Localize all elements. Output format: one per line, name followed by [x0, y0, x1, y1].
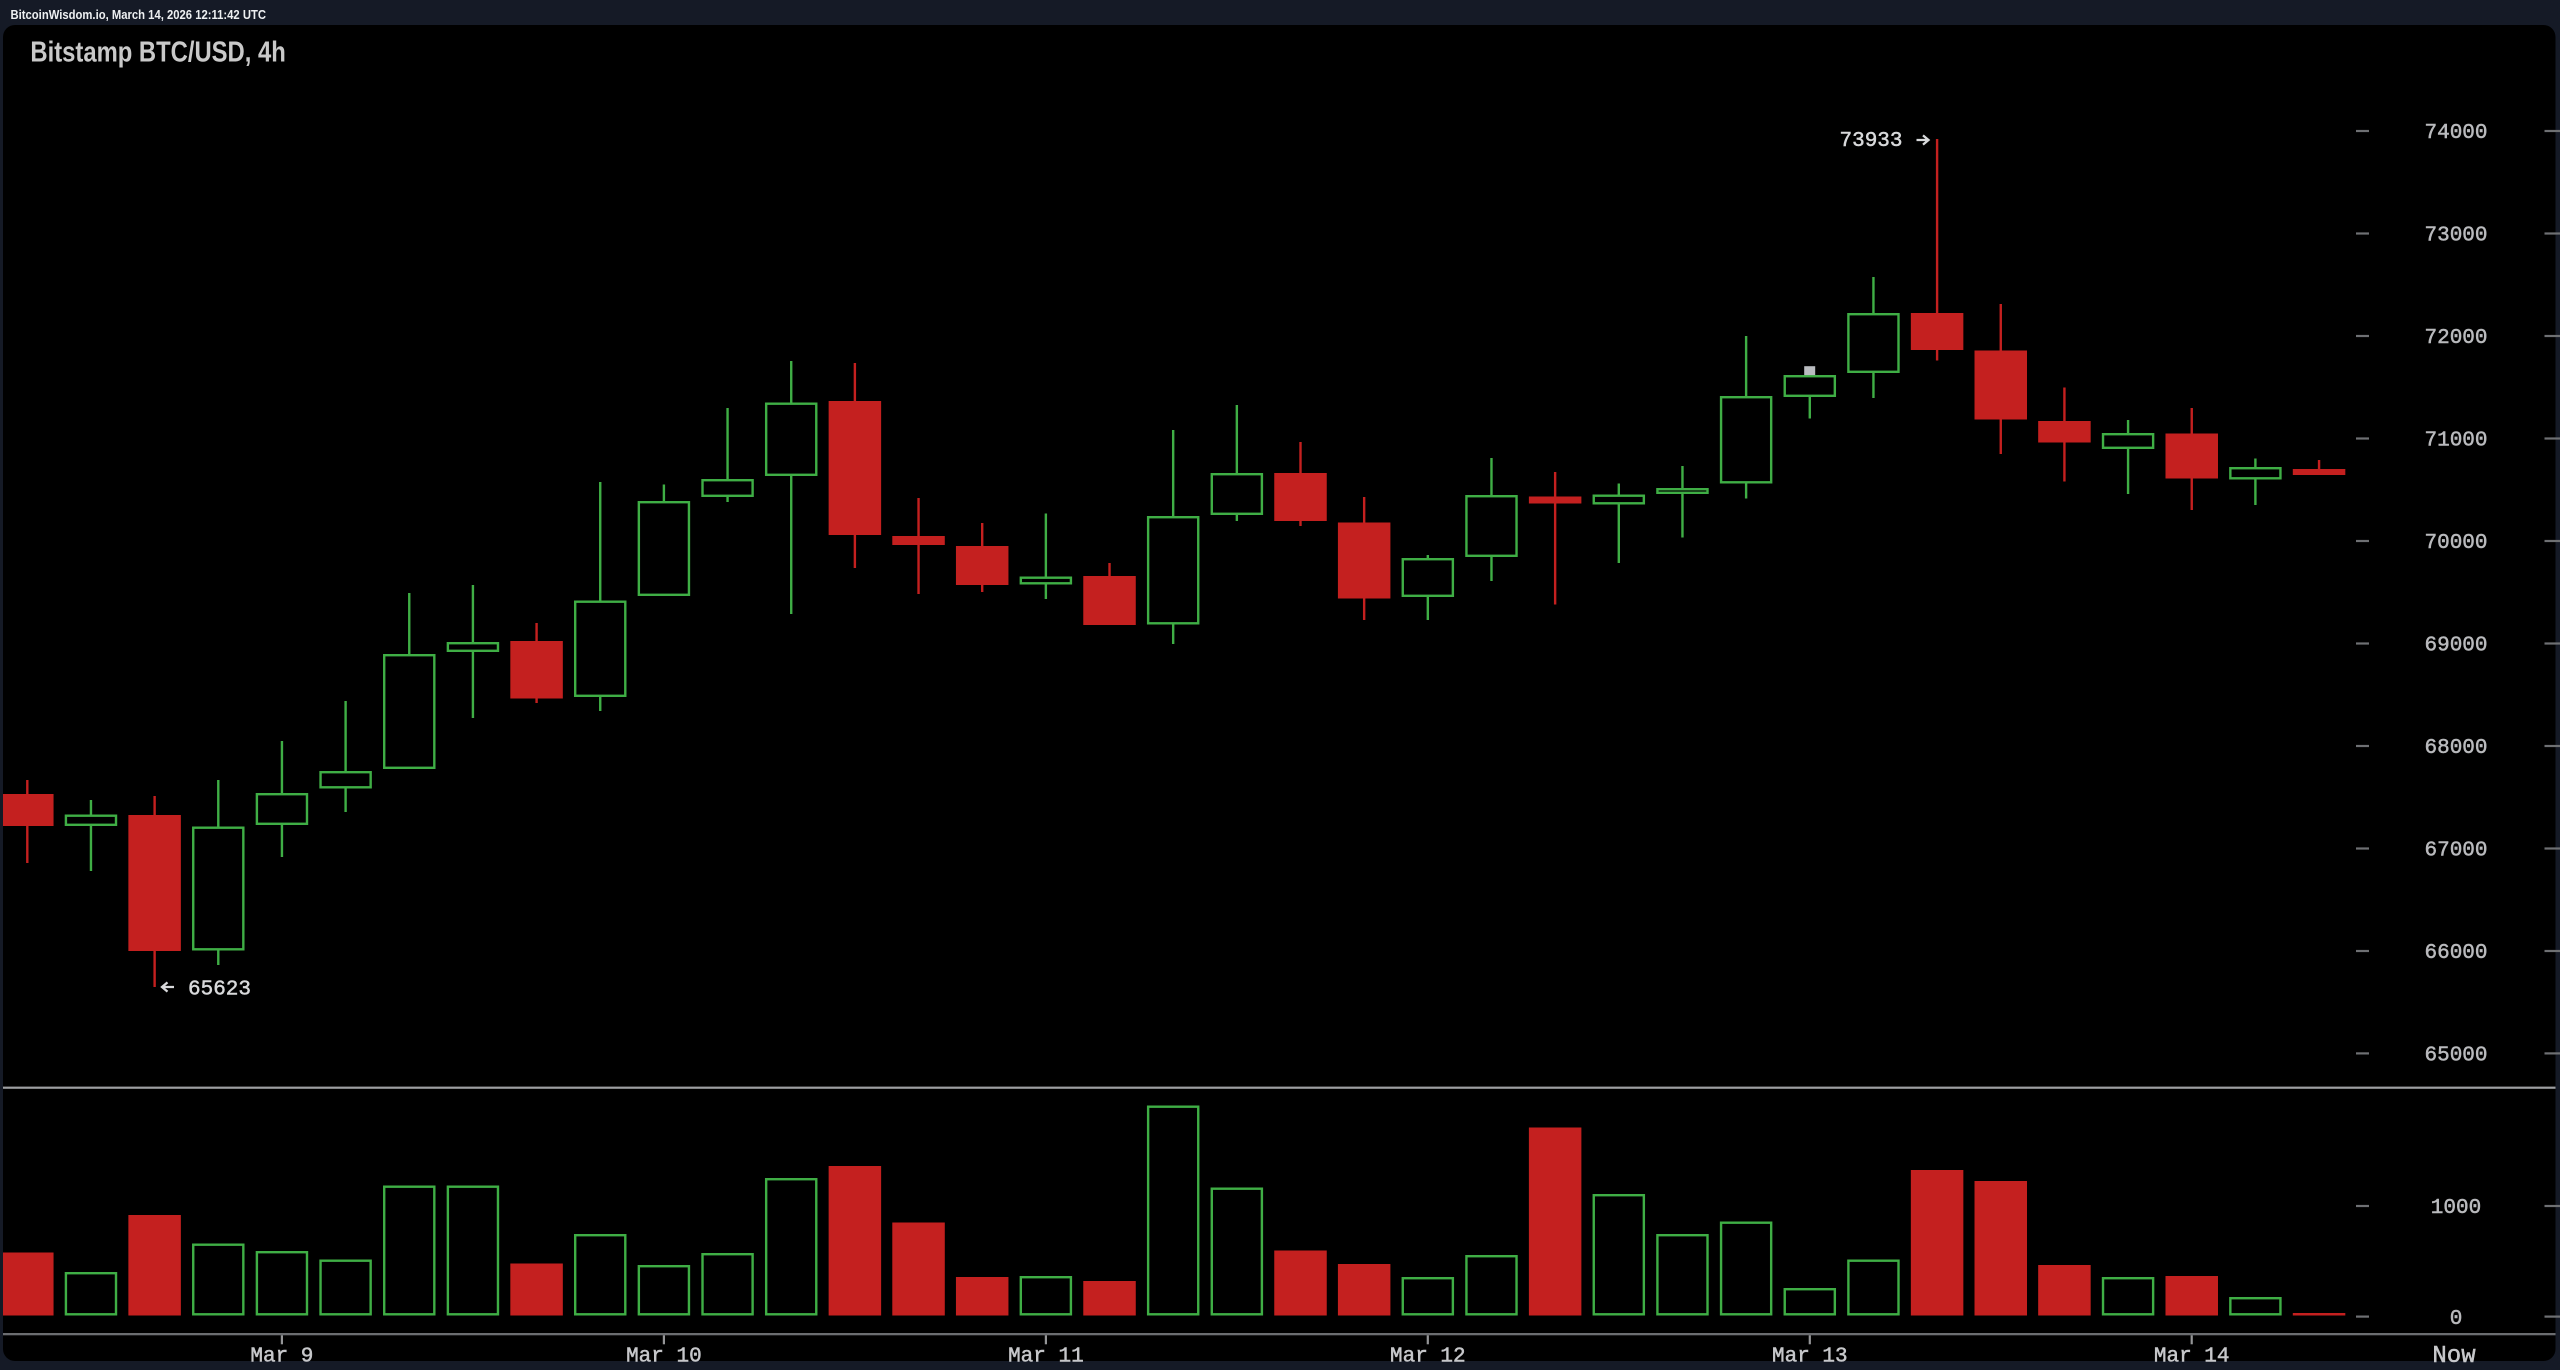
- svg-text:68000: 68000: [2424, 737, 2487, 760]
- svg-text:Mar 11: Mar 11: [1008, 1346, 1084, 1369]
- svg-text:70000: 70000: [2424, 532, 2487, 555]
- svg-text:0: 0: [2450, 1308, 2463, 1331]
- svg-text:Mar 12: Mar 12: [1390, 1346, 1466, 1369]
- svg-text:Mar 13: Mar 13: [1772, 1346, 1848, 1369]
- svg-text:Mar 10: Mar 10: [626, 1346, 702, 1369]
- svg-text:1000: 1000: [2431, 1197, 2481, 1220]
- svg-text:71000: 71000: [2424, 430, 2487, 453]
- svg-text:74000: 74000: [2424, 122, 2487, 145]
- svg-text:Mar 9: Mar 9: [250, 1346, 313, 1369]
- svg-text:72000: 72000: [2424, 327, 2487, 350]
- svg-text:BitcoinWisdom.io, March 14, 20: BitcoinWisdom.io, March 14, 2026 12:11:4…: [11, 7, 267, 22]
- svg-text:Mar 14: Mar 14: [2154, 1346, 2230, 1369]
- svg-text:Now: Now: [2432, 1343, 2476, 1370]
- svg-text:73933: 73933: [1839, 130, 1902, 153]
- svg-text:73000: 73000: [2424, 225, 2487, 248]
- svg-text:69000: 69000: [2424, 635, 2487, 658]
- svg-text:Bitstamp BTC/USD, 4h: Bitstamp BTC/USD, 4h: [30, 37, 285, 69]
- svg-text:65623: 65623: [188, 979, 251, 1002]
- svg-text:67000: 67000: [2424, 840, 2487, 863]
- svg-text:66000: 66000: [2424, 942, 2487, 965]
- svg-text:65000: 65000: [2424, 1045, 2487, 1068]
